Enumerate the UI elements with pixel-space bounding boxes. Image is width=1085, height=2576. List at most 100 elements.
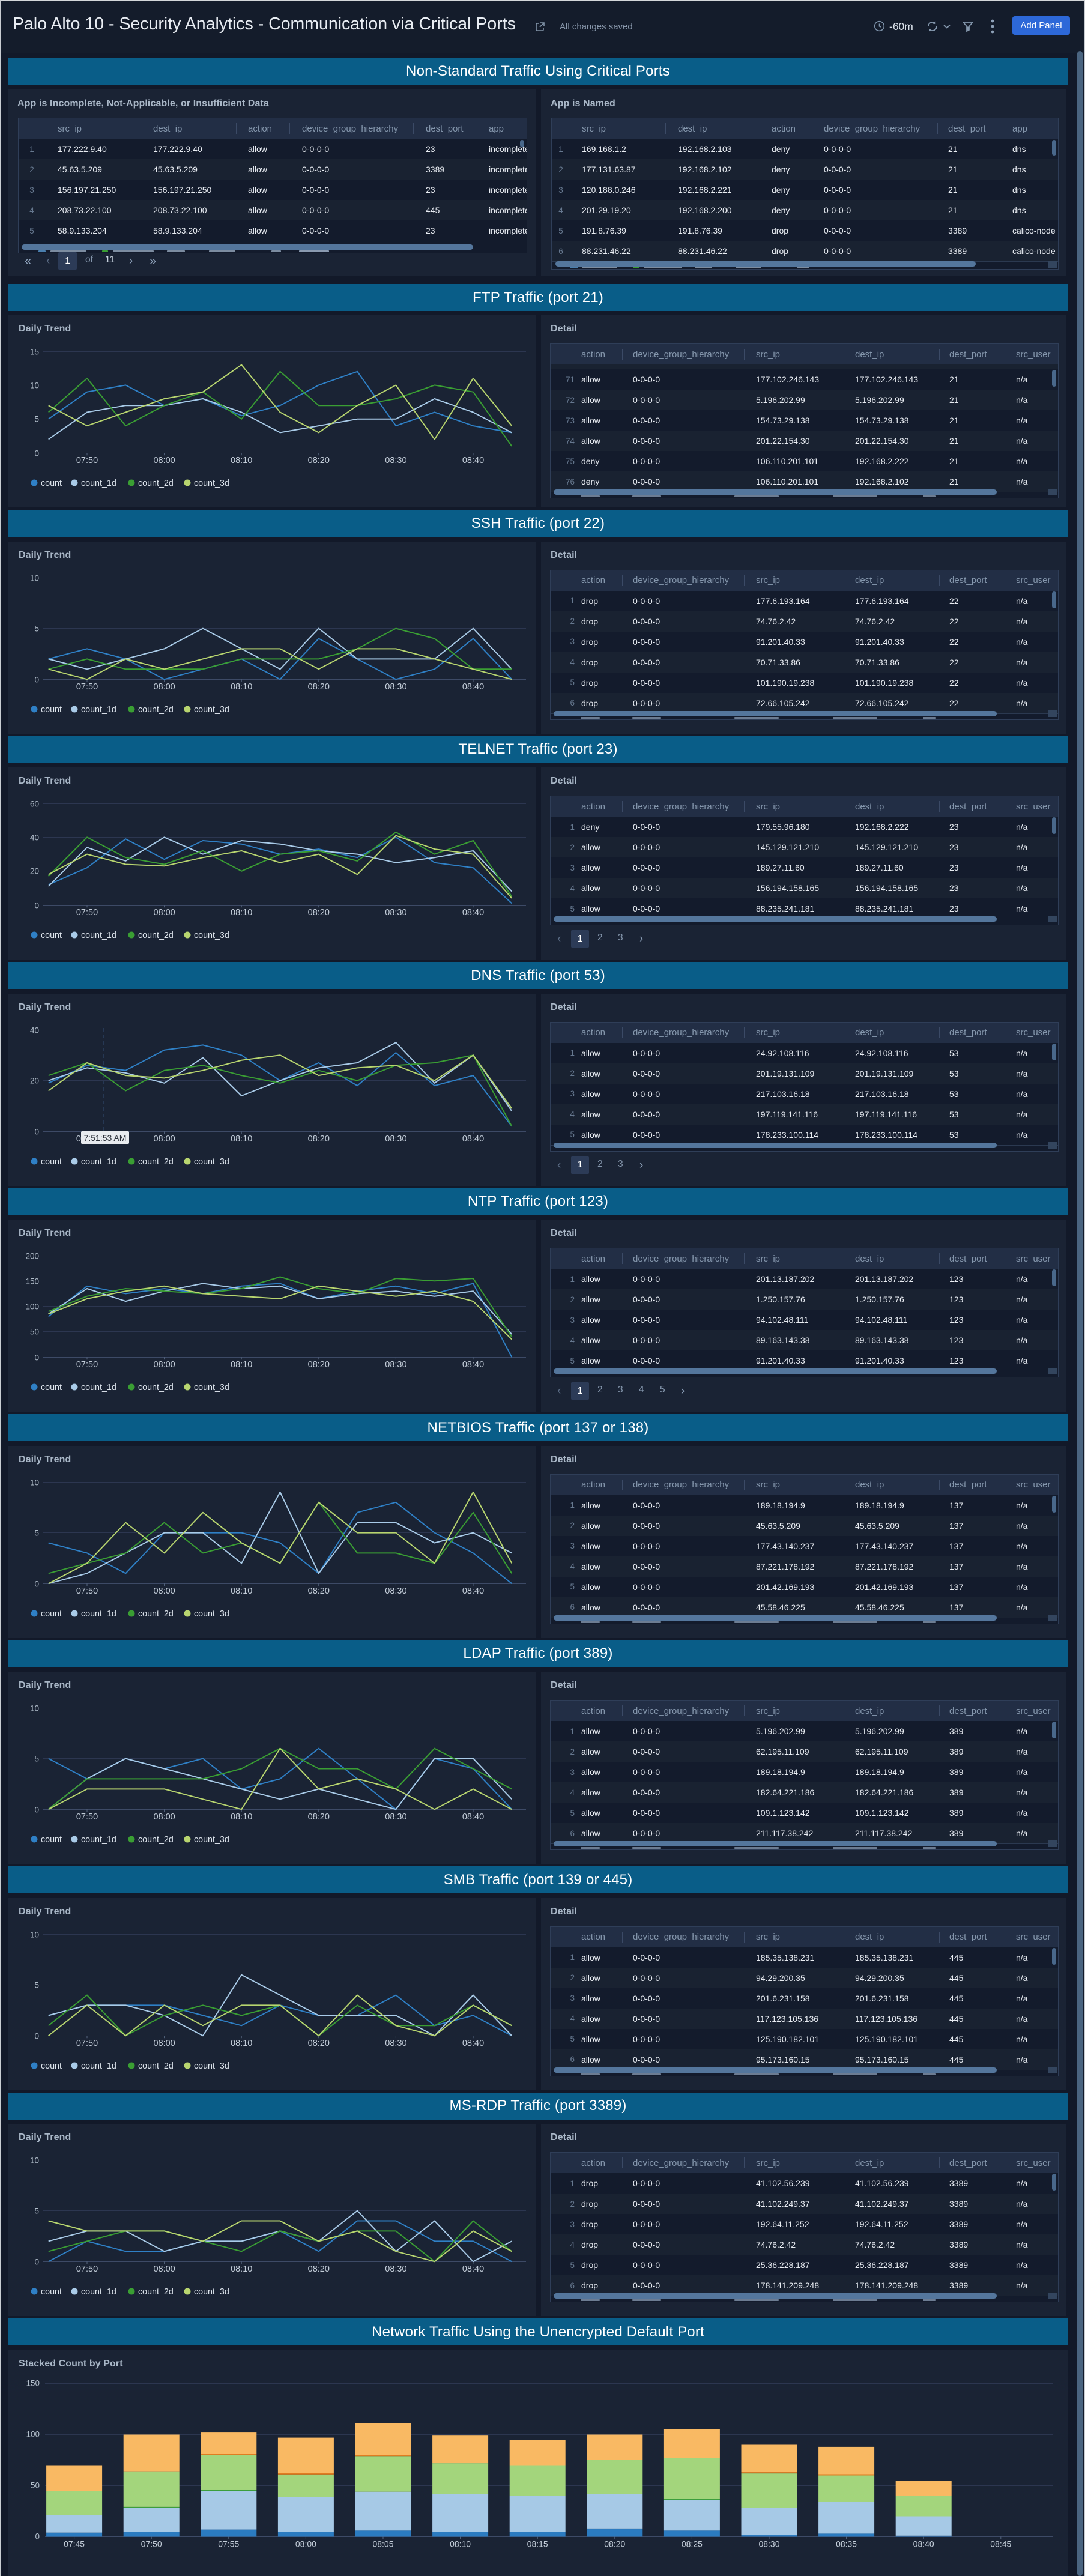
svg-text:count: count (41, 705, 62, 715)
svg-text:0: 0 (34, 1579, 39, 1588)
svg-text:count: count (41, 2287, 62, 2297)
svg-text:count_1d: count_1d (81, 931, 116, 940)
svg-text:count_2d: count_2d (138, 2061, 174, 2071)
svg-text:08:40: 08:40 (462, 1812, 484, 1822)
svg-text:0: 0 (34, 2031, 39, 2040)
svg-text:count_2d: count_2d (138, 931, 174, 940)
svg-text:100: 100 (26, 2429, 40, 2438)
svg-text:10: 10 (30, 381, 39, 390)
svg-text:08:20: 08:20 (308, 908, 330, 918)
svg-text:0: 0 (34, 675, 39, 684)
svg-text:08:30: 08:30 (385, 908, 406, 918)
svg-text:count_3d: count_3d (194, 479, 229, 488)
svg-text:5: 5 (34, 1980, 39, 1989)
svg-text:08:30: 08:30 (385, 1586, 406, 1596)
svg-text:07:50: 07:50 (76, 2039, 98, 2048)
svg-text:5: 5 (34, 415, 39, 424)
svg-text:50: 50 (31, 2481, 40, 2490)
svg-text:count_2d: count_2d (138, 1609, 174, 1619)
svg-text:08:20: 08:20 (604, 2539, 625, 2548)
svg-text:5: 5 (34, 624, 39, 633)
svg-text:08:30: 08:30 (758, 2539, 779, 2548)
svg-text:08:30: 08:30 (385, 1134, 406, 1144)
svg-text:count: count (41, 1835, 62, 1845)
svg-text:08:30: 08:30 (385, 682, 406, 692)
svg-text:08:40: 08:40 (462, 1134, 484, 1144)
svg-text:count_3d: count_3d (194, 2061, 229, 2071)
svg-text:count_2d: count_2d (138, 705, 174, 715)
svg-text:08:10: 08:10 (231, 2039, 252, 2048)
svg-text:count_2d: count_2d (138, 1157, 174, 1167)
svg-text:08:40: 08:40 (462, 1586, 484, 1596)
svg-text:60: 60 (30, 800, 39, 809)
svg-text:20: 20 (30, 867, 39, 876)
svg-text:0: 0 (34, 2258, 39, 2267)
svg-text:08:20: 08:20 (308, 1134, 330, 1144)
svg-text:08:30: 08:30 (385, 2039, 406, 2048)
svg-text:count_1d: count_1d (81, 1157, 116, 1167)
svg-text:08:20: 08:20 (308, 1586, 330, 1596)
svg-text:08:00: 08:00 (153, 908, 175, 918)
svg-text:0: 0 (34, 901, 39, 910)
svg-text:08:40: 08:40 (462, 2039, 484, 2048)
svg-text:07:50: 07:50 (76, 908, 98, 918)
svg-text:08:30: 08:30 (385, 456, 406, 465)
svg-text:08:35: 08:35 (836, 2539, 857, 2548)
svg-text:08:20: 08:20 (308, 1360, 330, 1370)
svg-text:07:50: 07:50 (76, 1360, 98, 1370)
svg-text:10: 10 (30, 1930, 39, 1939)
svg-text:15: 15 (30, 348, 39, 357)
svg-text:08:30: 08:30 (385, 2264, 406, 2274)
svg-text:count_2d: count_2d (138, 479, 174, 488)
svg-text:count: count (41, 931, 62, 940)
svg-text:count_3d: count_3d (194, 1157, 229, 1167)
svg-text:07:50: 07:50 (76, 1812, 98, 1822)
svg-text:08:40: 08:40 (462, 682, 484, 692)
svg-text:150: 150 (26, 2378, 40, 2387)
svg-text:08:40: 08:40 (462, 908, 484, 918)
svg-text:200: 200 (25, 1252, 39, 1261)
svg-text:08:10: 08:10 (231, 2264, 252, 2274)
svg-text:40: 40 (30, 1026, 39, 1035)
svg-text:08:45: 08:45 (990, 2539, 1011, 2548)
svg-text:count: count (41, 2061, 62, 2071)
svg-text:0: 0 (34, 449, 39, 458)
svg-text:08:10: 08:10 (231, 1134, 252, 1144)
svg-text:08:15: 08:15 (527, 2539, 548, 2548)
svg-text:count_3d: count_3d (194, 1835, 229, 1845)
svg-text:count_1d: count_1d (81, 479, 116, 488)
svg-text:08:00: 08:00 (153, 1360, 175, 1370)
svg-text:count_2d: count_2d (138, 1383, 174, 1392)
svg-text:0: 0 (34, 1353, 39, 1362)
svg-text:08:10: 08:10 (231, 1812, 252, 1822)
svg-text:08:30: 08:30 (385, 1360, 406, 1370)
svg-text:08:20: 08:20 (308, 456, 330, 465)
svg-text:08:40: 08:40 (462, 456, 484, 465)
svg-text:5: 5 (34, 1755, 39, 1764)
svg-text:count_1d: count_1d (81, 1383, 116, 1392)
svg-text:07:50: 07:50 (141, 2539, 162, 2548)
svg-text:0: 0 (35, 2532, 40, 2541)
svg-text:count_3d: count_3d (194, 2287, 229, 2297)
svg-text:08:00: 08:00 (153, 2039, 175, 2048)
svg-text:count_2d: count_2d (138, 1835, 174, 1845)
svg-text:20: 20 (30, 1076, 39, 1085)
svg-text:count_3d: count_3d (194, 705, 229, 715)
svg-text:10: 10 (30, 1478, 39, 1487)
svg-text:50: 50 (30, 1328, 39, 1337)
svg-text:count_1d: count_1d (81, 2287, 116, 2297)
svg-text:07:50: 07:50 (76, 2264, 98, 2274)
svg-text:100: 100 (25, 1302, 39, 1311)
svg-text:5: 5 (34, 2207, 39, 2216)
svg-text:08:40: 08:40 (462, 1360, 484, 1370)
svg-text:0: 0 (34, 1127, 39, 1136)
svg-text:count_1d: count_1d (81, 1835, 116, 1845)
svg-text:08:00: 08:00 (153, 1134, 175, 1144)
svg-text:count: count (41, 1383, 62, 1392)
svg-text:08:40: 08:40 (462, 2264, 484, 2274)
svg-text:count_1d: count_1d (81, 2061, 116, 2071)
svg-text:count: count (41, 479, 62, 488)
svg-text:08:00: 08:00 (153, 1812, 175, 1822)
svg-text:10: 10 (30, 573, 39, 582)
svg-text:08:05: 08:05 (372, 2539, 393, 2548)
